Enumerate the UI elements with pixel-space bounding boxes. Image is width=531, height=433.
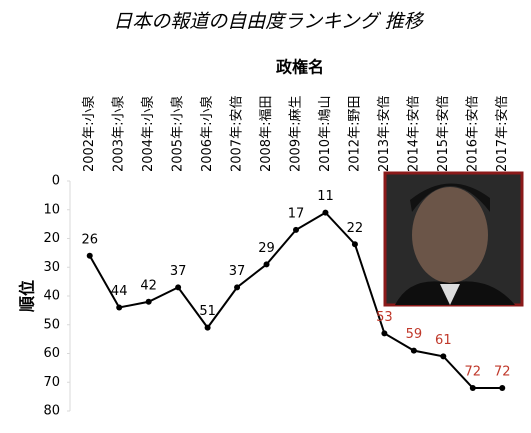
- x-tick-label: 2015年:安倍: [436, 96, 451, 172]
- y-tick-label: 50: [43, 317, 60, 332]
- photo: [383, 171, 524, 307]
- data-label: 72: [465, 365, 482, 380]
- data-point: [440, 353, 447, 360]
- data-point: [410, 347, 417, 354]
- data-label: 51: [199, 304, 216, 319]
- plot-area: 0 10 20 30 40 50 60 70 80 2002年:小泉 2003年:小泉 2004年:小…: [43, 96, 510, 419]
- y-tick-label: 0: [52, 174, 60, 189]
- y-tick-label: 30: [43, 260, 60, 275]
- x-tick-label: 2010年:鳩山: [318, 96, 333, 172]
- data-point: [145, 298, 152, 305]
- data-label: 29: [258, 241, 275, 256]
- x-tick-label: 2013年:安倍: [377, 96, 392, 172]
- data-point: [322, 209, 329, 216]
- y-tick-label: 80: [43, 404, 60, 419]
- y-tick-label: 60: [43, 346, 60, 361]
- y-axis-title: 順位: [18, 280, 37, 313]
- x-tick-label: 2006年:小泉: [199, 96, 215, 172]
- chart-title: 日本の報道の自由度ランキング 推移: [113, 11, 424, 33]
- data-point: [86, 252, 93, 259]
- data-point: [293, 226, 299, 233]
- data-point: [263, 261, 270, 268]
- data-label: 17: [288, 206, 305, 221]
- data-label: 72: [494, 365, 511, 380]
- data-point: [175, 284, 182, 291]
- data-point: [499, 385, 506, 391]
- x-axis-title: 政権名: [276, 58, 324, 77]
- data-point: [351, 241, 358, 248]
- x-tick-label: 2003年:小泉: [111, 96, 127, 172]
- x-tick-label: 2007年:安倍: [230, 96, 245, 172]
- y-tick-label: 70: [43, 375, 60, 390]
- data-label: 61: [435, 333, 452, 348]
- x-tick-label: 2017年:安倍: [495, 96, 510, 172]
- x-tick-label: 2005年:小泉: [170, 96, 186, 172]
- data-point: [469, 385, 476, 391]
- x-tick-label: 2009年:麻生: [289, 96, 304, 172]
- data-point: [234, 284, 241, 291]
- y-tick-label: 10: [43, 202, 60, 217]
- data-label: 22: [347, 221, 364, 236]
- y-tick-label: 20: [43, 231, 60, 246]
- data-label: 11: [317, 189, 334, 204]
- y-tick-label: 40: [43, 289, 60, 304]
- x-tick-label: 2008年:福田: [259, 96, 274, 172]
- data-label: 37: [170, 264, 187, 279]
- x-tick-label: 2004年:小泉: [140, 96, 156, 172]
- x-tick-label: 2014年:安倍: [406, 96, 421, 172]
- data-point: [116, 304, 123, 311]
- data-label: 53: [376, 310, 393, 325]
- data-label: 44: [111, 284, 128, 299]
- x-tick-label: 2002年:小泉: [81, 96, 97, 172]
- data-point: [204, 324, 211, 331]
- data-label: 37: [229, 264, 246, 279]
- x-tick-label: 2016年:安倍: [465, 96, 480, 172]
- data-label: 42: [140, 278, 157, 293]
- data-label: 59: [406, 327, 423, 342]
- x-tick-label: 2012年:野田: [347, 96, 362, 172]
- data-label: 26: [81, 232, 98, 247]
- data-point: [381, 330, 388, 337]
